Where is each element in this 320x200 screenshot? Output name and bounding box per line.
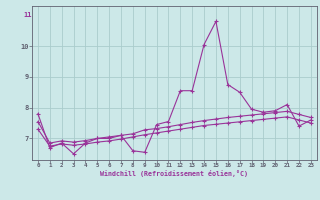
X-axis label: Windchill (Refroidissement éolien,°C): Windchill (Refroidissement éolien,°C) [100, 170, 248, 177]
Text: 11: 11 [24, 12, 32, 18]
